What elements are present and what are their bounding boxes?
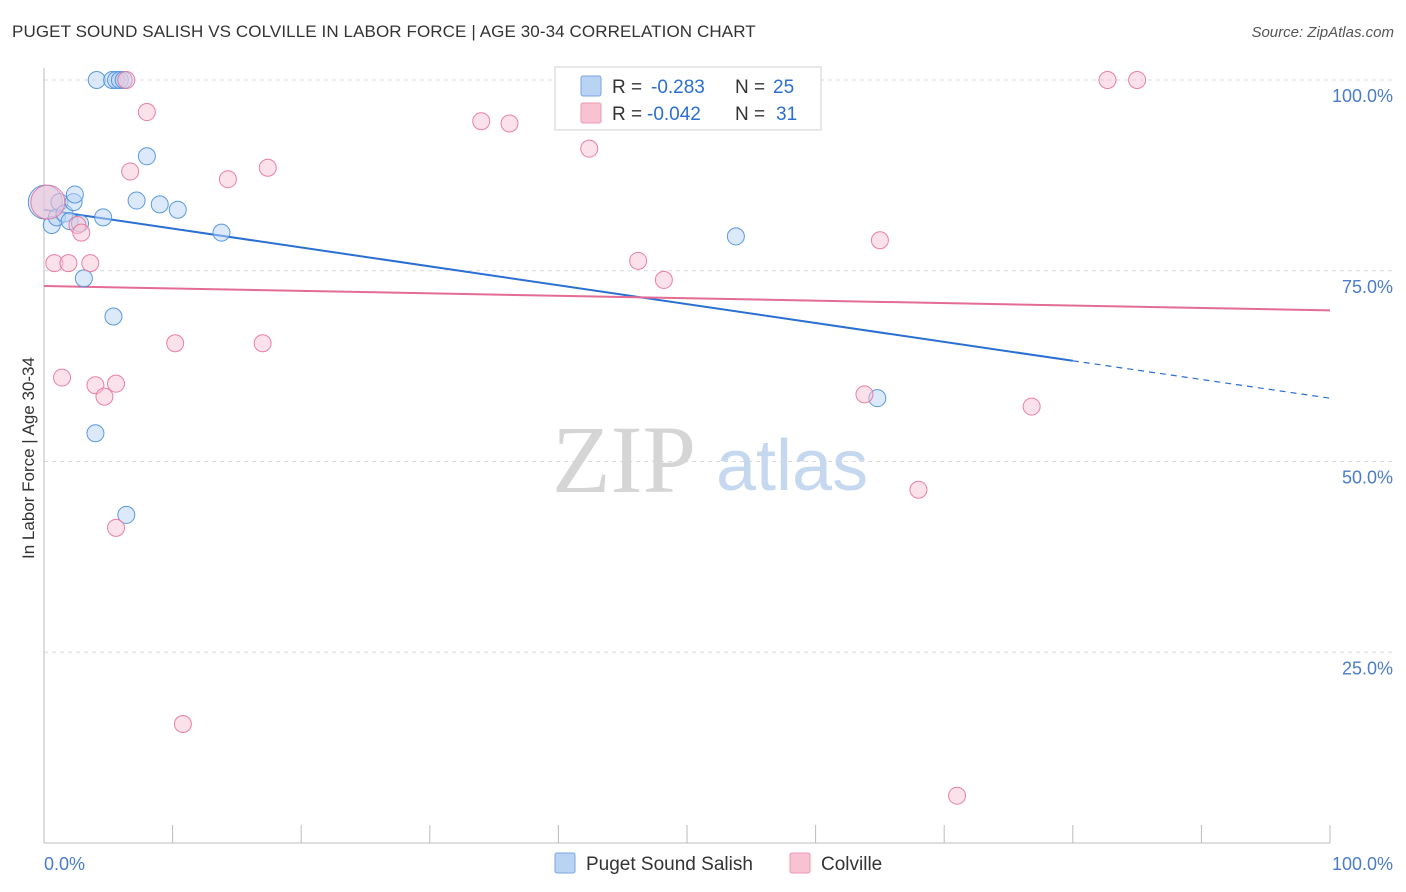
y-tick-labels: 25.0% 50.0% 75.0% 100.0% <box>1332 86 1393 678</box>
watermark-atlas: atlas <box>716 426 868 506</box>
point-blue <box>150 195 169 214</box>
point-pink <box>81 254 100 273</box>
point-pink <box>59 254 78 273</box>
series-legend: Puget Sound Salish Colville <box>554 852 882 875</box>
point-blue <box>117 505 136 524</box>
watermark-zip: ZIP <box>552 406 696 513</box>
y-tick-label-100: 100.0% <box>1332 86 1393 106</box>
stats-swatch-pink <box>580 102 602 124</box>
stats-n-value-blue: 25 <box>773 77 794 98</box>
point-blue <box>74 269 93 288</box>
point-pink <box>855 385 874 404</box>
trend-line-extension-blue <box>1072 360 1331 399</box>
stats-r-value-pink: -0.042 <box>647 104 701 125</box>
point-blue <box>137 147 156 166</box>
point-pink <box>218 170 237 189</box>
point-pink <box>121 162 140 181</box>
point-blue <box>127 191 146 210</box>
point-pink <box>117 71 136 89</box>
point-pink <box>909 480 928 499</box>
point-pink <box>166 334 185 353</box>
axis-layer <box>43 68 1331 844</box>
x-tick-label-max: 100.0% <box>1332 854 1393 874</box>
trend-line-blue <box>43 208 1073 362</box>
point-pink <box>72 223 91 242</box>
legend-swatch-puget-sound-salish <box>554 852 576 874</box>
legend-label-colville: Colville <box>821 854 882 875</box>
y-axis-title: In Labor Force | Age 30-34 <box>19 357 38 559</box>
point-pink <box>95 387 114 406</box>
trend-line-pink <box>43 285 1331 312</box>
point-blue <box>65 185 84 204</box>
stats-n-value-pink: 31 <box>776 104 797 125</box>
point-blue <box>104 307 123 326</box>
legend-swatch-colville <box>789 852 811 874</box>
stats-n-label-pink: N = <box>735 104 765 125</box>
source-label: Source: ZipAtlas.com <box>1251 24 1394 41</box>
point-pink <box>948 786 967 805</box>
watermark: ZIP atlas <box>552 406 868 513</box>
stats-swatch-blue <box>580 75 602 97</box>
point-pink <box>107 374 126 393</box>
stats-r-label-blue: R = <box>612 77 642 98</box>
point-pink <box>500 114 519 133</box>
point-pink <box>629 251 648 270</box>
point-pink <box>1128 71 1147 89</box>
point-blue <box>168 200 187 219</box>
stats-n-label-blue: N = <box>735 77 765 98</box>
point-pink <box>258 158 277 177</box>
point-blue <box>212 223 231 242</box>
point-pink <box>53 368 72 387</box>
y-tick-label-75: 75.0% <box>1342 277 1393 297</box>
stats-legend: R = -0.283 N = 25 R = -0.042 N = 31 <box>554 66 822 131</box>
point-pink <box>173 714 192 733</box>
point-pink <box>1022 397 1041 416</box>
chart-title: PUGET SOUND SALISH VS COLVILLE IN LABOR … <box>12 22 756 41</box>
legend-label-puget-sound-salish: Puget Sound Salish <box>586 854 753 875</box>
stats-r-label-pink: R = <box>612 104 642 125</box>
y-tick-label-50: 50.0% <box>1342 468 1393 488</box>
points-layer <box>27 71 1147 805</box>
point-blue <box>86 424 105 443</box>
y-tick-label-25: 25.0% <box>1342 658 1393 678</box>
point-pink <box>472 112 491 131</box>
x-tick-label-min: 0.0% <box>44 854 85 874</box>
point-pink <box>870 231 889 250</box>
point-pink <box>1098 71 1117 89</box>
trend-layer <box>43 208 1331 399</box>
point-blue <box>87 71 106 89</box>
point-pink <box>654 270 673 289</box>
point-pink <box>30 184 66 220</box>
point-pink <box>253 334 272 353</box>
point-pink <box>580 139 599 158</box>
stats-r-value-blue: -0.283 <box>651 77 705 98</box>
point-pink <box>107 518 126 537</box>
point-blue <box>726 227 745 246</box>
point-blue <box>94 208 113 227</box>
point-pink <box>137 103 156 122</box>
grid-layer <box>44 79 1392 653</box>
